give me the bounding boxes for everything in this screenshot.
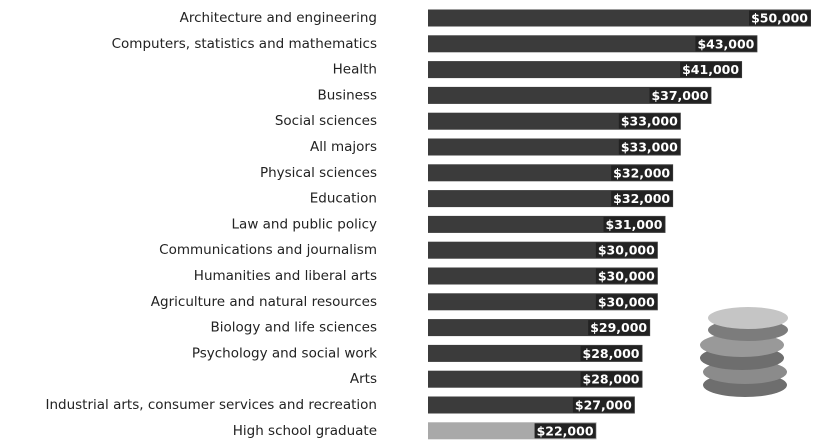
category-label: Physical sciences xyxy=(260,165,377,181)
category-label: Health xyxy=(333,62,377,78)
value-label: $32,000 xyxy=(613,191,670,206)
value-label: $28,000 xyxy=(583,346,640,361)
value-label-box xyxy=(595,268,658,284)
value-label: $33,000 xyxy=(621,114,678,129)
category-label: Education xyxy=(310,191,377,207)
value-label: $41,000 xyxy=(682,62,739,77)
category-label: All majors xyxy=(310,139,377,155)
category-label: Architecture and engineering xyxy=(180,10,377,26)
category-label: Social sciences xyxy=(275,113,377,129)
value-label-box xyxy=(595,294,658,310)
bar xyxy=(428,138,681,156)
bar xyxy=(428,9,811,27)
value-label: $29,000 xyxy=(590,320,647,335)
value-label-box xyxy=(580,345,642,361)
value-label: $31,000 xyxy=(606,217,663,232)
category-label: Industrial arts, consumer services and r… xyxy=(45,397,377,413)
value-label: $30,000 xyxy=(598,294,655,309)
value-label: $30,000 xyxy=(598,269,655,284)
value-label: $37,000 xyxy=(651,88,708,103)
value-label: $43,000 xyxy=(697,36,754,51)
value-label: $33,000 xyxy=(621,140,678,155)
value-label: $28,000 xyxy=(583,372,640,387)
value-label-box xyxy=(611,165,673,181)
category-label: Computers, statistics and mathematics xyxy=(112,36,377,52)
category-label: Humanities and liberal arts xyxy=(194,268,377,284)
value-label-box xyxy=(595,242,658,258)
category-label: Psychology and social work xyxy=(192,345,377,361)
bar xyxy=(428,61,743,79)
coins-decoration xyxy=(700,307,788,397)
value-label-box xyxy=(618,139,681,155)
bar xyxy=(428,86,712,104)
value-label-box xyxy=(572,397,635,413)
category-label: High school graduate xyxy=(233,423,377,439)
category-label: Biology and life sciences xyxy=(210,320,377,336)
category-label: Communications and journalism xyxy=(159,242,377,258)
value-label-box xyxy=(603,216,665,232)
value-label-box xyxy=(534,423,596,439)
bar xyxy=(428,112,681,130)
value-label: $27,000 xyxy=(575,398,632,413)
value-label-box xyxy=(749,10,811,26)
category-label: Law and public policy xyxy=(232,216,377,232)
value-label: $22,000 xyxy=(537,423,594,438)
value-label-box xyxy=(580,371,642,387)
bar xyxy=(428,35,758,53)
value-label: $30,000 xyxy=(598,243,655,258)
value-label-box xyxy=(611,191,673,207)
value-label-box xyxy=(680,62,742,78)
category-label: Arts xyxy=(350,371,377,387)
value-label-box xyxy=(618,113,681,129)
category-label: Business xyxy=(317,87,377,103)
value-label-box xyxy=(695,36,757,52)
value-label-box xyxy=(649,87,711,103)
value-label: $32,000 xyxy=(613,165,670,180)
value-label-box xyxy=(588,320,650,336)
value-label: $50,000 xyxy=(751,11,808,26)
category-label: Agriculture and natural resources xyxy=(151,294,377,310)
